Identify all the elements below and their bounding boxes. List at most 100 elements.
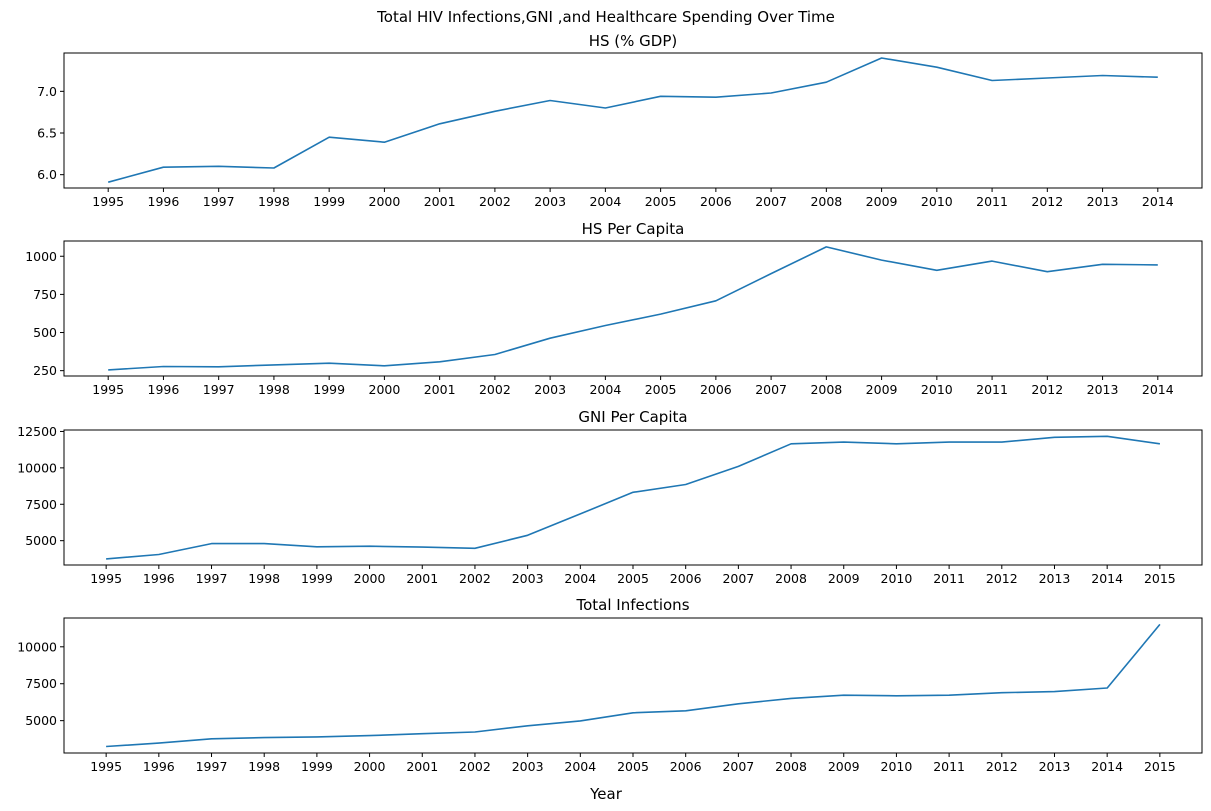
x-tick-label: 1998 bbox=[258, 194, 290, 209]
x-tick-label: 1996 bbox=[148, 194, 180, 209]
x-tick-label: 2009 bbox=[866, 194, 898, 209]
x-tick-label: 2006 bbox=[700, 382, 732, 397]
x-tick-label: 2005 bbox=[645, 382, 677, 397]
subplot-title: Total Infections bbox=[575, 596, 689, 614]
x-tick-label: 1999 bbox=[313, 382, 345, 397]
x-tick-label: 1998 bbox=[248, 759, 280, 774]
subplot-gni-per-capita: GNI Per Capita 1995 1996 1997 1998 1999 2000 2… bbox=[17, 408, 1203, 586]
x-tick-label: 2009 bbox=[828, 759, 860, 774]
x-tick-label: 2003 bbox=[512, 571, 544, 586]
x-tick-label: 2008 bbox=[810, 382, 842, 397]
y-tick-label: 1000 bbox=[25, 249, 57, 264]
subplot-hs-gdp: HS (% GDP) 1995 1996 1997 1998 1999 2000 2001 2… bbox=[37, 32, 1203, 209]
x-tick-label: 2011 bbox=[976, 194, 1008, 209]
y-tick-label: 7.0 bbox=[37, 84, 57, 99]
x-tick-label: 2010 bbox=[881, 571, 913, 586]
x-tick-label: 2006 bbox=[670, 759, 702, 774]
y-tick-label: 6.0 bbox=[37, 167, 57, 182]
plot-area bbox=[63, 429, 1203, 566]
x-tick-label: 2007 bbox=[722, 571, 754, 586]
x-tick-label: 2008 bbox=[775, 571, 807, 586]
x-tick-label: 2002 bbox=[459, 759, 491, 774]
series-line bbox=[106, 435, 1161, 560]
x-tick-label: 2015 bbox=[1144, 571, 1176, 586]
y-tick-label: 5000 bbox=[25, 533, 57, 548]
x-tick-label: 2013 bbox=[1039, 571, 1071, 586]
x-tick-label: 2009 bbox=[828, 571, 860, 586]
x-tick-label: 2001 bbox=[406, 571, 438, 586]
y-tick-label: 5000 bbox=[25, 713, 57, 728]
y-tick-label: 12500 bbox=[17, 424, 57, 439]
x-tick-label: 2002 bbox=[479, 382, 511, 397]
x-tick-label: 1995 bbox=[90, 759, 122, 774]
x-tick-label: 2004 bbox=[564, 571, 596, 586]
series-line bbox=[106, 623, 1161, 748]
x-tick-label: 2014 bbox=[1091, 571, 1123, 586]
x-tick-label: 1999 bbox=[301, 571, 333, 586]
x-tick-label: 1995 bbox=[92, 382, 124, 397]
series-line bbox=[108, 246, 1158, 371]
subplot-title: HS (% GDP) bbox=[589, 32, 678, 50]
x-tick-label: 2013 bbox=[1039, 759, 1071, 774]
x-tick-label: 2003 bbox=[534, 382, 566, 397]
x-tick-label: 2004 bbox=[589, 194, 621, 209]
x-tick-label: 2011 bbox=[933, 759, 965, 774]
x-tick-label: 2010 bbox=[881, 759, 913, 774]
x-tick-label: 2004 bbox=[564, 759, 596, 774]
x-tick-label: 2010 bbox=[921, 194, 953, 209]
x-tick-label: 2008 bbox=[775, 759, 807, 774]
x-tick-label: 1997 bbox=[203, 382, 235, 397]
plot-area bbox=[63, 240, 1203, 377]
x-tick-label: 2005 bbox=[645, 194, 677, 209]
x-tick-label: 2011 bbox=[976, 382, 1008, 397]
x-tick-label: 2013 bbox=[1087, 382, 1119, 397]
x-tick-label: 2001 bbox=[424, 194, 456, 209]
x-tick-label: 1998 bbox=[248, 571, 280, 586]
x-tick-label: 2003 bbox=[534, 194, 566, 209]
x-tick-label: 1998 bbox=[258, 382, 290, 397]
x-tick-label: 2000 bbox=[369, 382, 401, 397]
x-tick-label: 1996 bbox=[148, 382, 180, 397]
x-tick-label: 2006 bbox=[700, 194, 732, 209]
x-tick-label: 1995 bbox=[90, 571, 122, 586]
x-tick-label: 2014 bbox=[1142, 194, 1174, 209]
x-tick-label: 1996 bbox=[143, 759, 175, 774]
y-tick-label: 6.5 bbox=[37, 126, 57, 141]
x-axis-label: Year bbox=[589, 785, 623, 803]
x-tick-label: 1997 bbox=[196, 759, 228, 774]
x-tick-label: 2001 bbox=[424, 382, 456, 397]
x-tick-label: 2014 bbox=[1142, 382, 1174, 397]
x-tick-label: 2005 bbox=[617, 759, 649, 774]
subplot-title: HS Per Capita bbox=[582, 220, 685, 238]
x-tick-label: 2001 bbox=[406, 759, 438, 774]
x-tick-label: 2000 bbox=[354, 759, 386, 774]
x-tick-label: 1995 bbox=[92, 194, 124, 209]
x-tick-label: 2002 bbox=[479, 194, 511, 209]
series-line bbox=[107, 57, 1158, 183]
x-tick-label: 1999 bbox=[313, 194, 345, 209]
x-tick-label: 2000 bbox=[354, 571, 386, 586]
y-tick-label: 10000 bbox=[17, 639, 57, 654]
y-tick-label: 500 bbox=[33, 325, 57, 340]
y-tick-label: 7500 bbox=[25, 676, 57, 691]
x-tick-label: 2012 bbox=[1031, 382, 1063, 397]
x-tick-label: 2010 bbox=[921, 382, 953, 397]
x-tick-label: 2007 bbox=[755, 194, 787, 209]
x-tick-label: 2007 bbox=[755, 382, 787, 397]
plot-area bbox=[63, 52, 1203, 189]
y-tick-label: 7500 bbox=[25, 497, 57, 512]
x-tick-label: 1997 bbox=[196, 571, 228, 586]
x-tick-label: 2015 bbox=[1144, 759, 1176, 774]
x-tick-label: 2002 bbox=[459, 571, 491, 586]
x-tick-label: 2008 bbox=[810, 194, 842, 209]
x-tick-label: 2007 bbox=[722, 759, 754, 774]
x-tick-label: 2009 bbox=[866, 382, 898, 397]
x-tick-label: 1996 bbox=[143, 571, 175, 586]
x-tick-label: 2013 bbox=[1087, 194, 1119, 209]
y-tick-label: 10000 bbox=[17, 460, 57, 475]
x-tick-label: 1999 bbox=[301, 759, 333, 774]
x-tick-label: 2000 bbox=[369, 194, 401, 209]
y-tick-label: 250 bbox=[33, 363, 57, 378]
plot-area bbox=[63, 617, 1203, 754]
